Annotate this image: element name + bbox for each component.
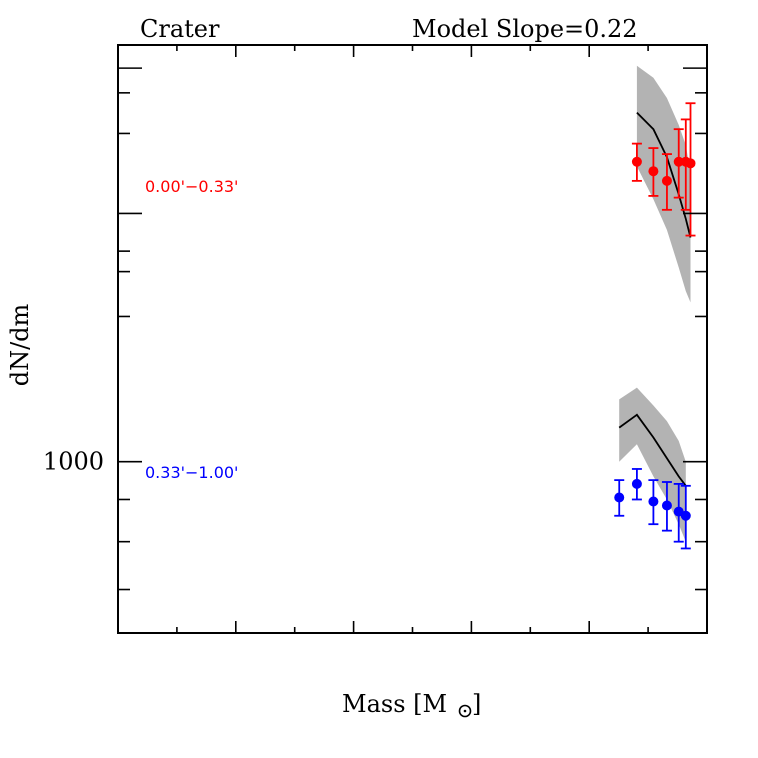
model-lines: [618, 111, 692, 487]
outer-model-band: [619, 387, 686, 542]
inner-model-line: [636, 111, 692, 238]
outer-data-point: [648, 496, 659, 507]
x-axis-label: Mass [M: [342, 690, 447, 718]
plot-frame: [117, 44, 708, 634]
outer-data-point: [661, 500, 672, 511]
inner-data-point: [661, 175, 672, 186]
y-tick-label: 1000: [43, 448, 104, 476]
inner-series-label: 0.00'−0.33': [145, 177, 238, 196]
outer-model-line: [618, 413, 687, 487]
tick-labels: 1000: [43, 448, 104, 476]
inner-data-point: [685, 158, 696, 169]
x-axis-label-close: ]: [472, 690, 481, 718]
outer-series-label: 0.33'−1.00': [145, 463, 238, 482]
inner-data-point: [631, 156, 642, 167]
outer-data-point: [614, 492, 625, 503]
title-left: Crater: [140, 15, 220, 43]
outer-data-point: [631, 478, 642, 489]
y-axis-label: dN/dm: [6, 303, 34, 386]
series-labels: 0.00'−0.33' 0.33'−1.00': [145, 177, 238, 482]
outer-data-point: [680, 510, 691, 521]
data-points: [614, 156, 696, 521]
model-bands: [619, 65, 691, 542]
x-axis-label-text: Mass [M: [342, 690, 447, 718]
inner-data-point: [648, 166, 659, 177]
axis-ticks: [118, 45, 708, 633]
inner-data-point: [673, 156, 684, 167]
title-right: Model Slope=0.22: [412, 15, 638, 43]
sun-symbol: [458, 704, 472, 718]
